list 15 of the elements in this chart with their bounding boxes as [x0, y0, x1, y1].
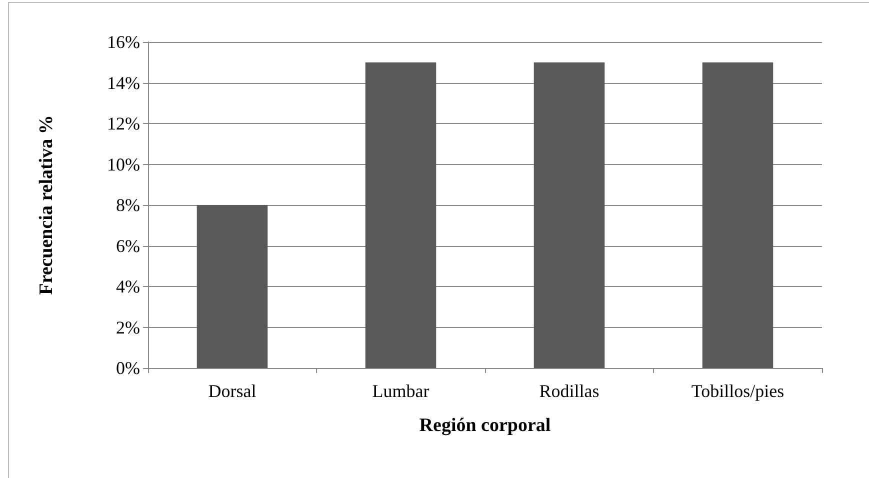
y-tick-label: 8%	[116, 195, 140, 215]
y-tick-label: 14%	[107, 72, 140, 93]
y-tick-label: 6%	[116, 236, 140, 256]
x-tick-label: Dorsal	[208, 381, 256, 401]
y-tick-label: 2%	[116, 317, 140, 338]
x-tick-label: Rodillas	[539, 381, 600, 401]
x-axis-title: Región corporal	[419, 415, 551, 436]
y-axis-title: Frecuencia relativa %	[36, 115, 57, 295]
y-tick-label: 12%	[107, 114, 140, 134]
y-tick-label: 4%	[116, 276, 140, 296]
y-tick-label: 16%	[107, 32, 140, 52]
y-tick-label: 0%	[116, 358, 140, 378]
y-tick-label: 10%	[107, 154, 140, 174]
x-tick-label: Lumbar	[372, 381, 430, 401]
x-tick-label: Tobillos/pies	[691, 381, 784, 401]
